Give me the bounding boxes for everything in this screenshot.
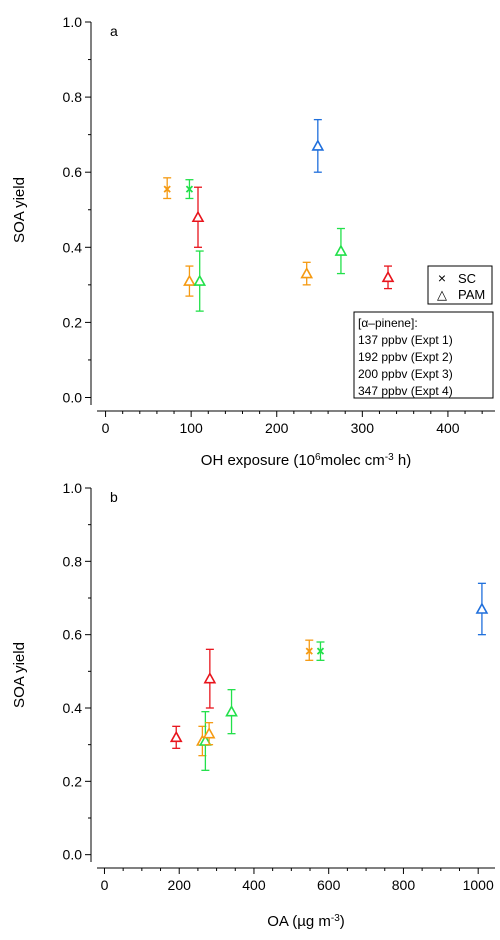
- y-tick-label: 0.6: [63, 627, 83, 643]
- data-point-sc-stroke: [163, 185, 171, 193]
- y-tick-label: 1.0: [63, 14, 83, 30]
- legend-markers-box: [427, 265, 493, 305]
- legend-label-sc: SC: [458, 271, 476, 286]
- legend-item-expt-2: 192 ppbv (Expt 2): [358, 350, 453, 364]
- legend-markers: × SC △ PAM: [427, 265, 493, 305]
- data-point-pam: [300, 266, 314, 279]
- legend-symbol-sc: ×: [438, 270, 446, 286]
- data-point-sc: [163, 185, 171, 193]
- y-tick-label: 0.0: [63, 847, 83, 863]
- data-point-pam: [203, 672, 217, 684]
- legend-experiments: [α–pinene]: 137 ppbv (Expt 1) 192 ppbv (…: [353, 311, 494, 399]
- legend-item-expt-4: 347 ppbv (Expt 4): [358, 384, 453, 398]
- data-point-pam: [193, 274, 207, 286]
- y-tick-label: 0.2: [63, 773, 83, 789]
- y-axis-title: SOA yield: [11, 177, 28, 243]
- legend-item-expt-1: 137 ppbv (Expt 1): [358, 333, 453, 347]
- data-point-pam: [225, 705, 238, 717]
- y-tick-label: 0.0: [63, 389, 83, 405]
- data-point-sc-stroke: [185, 185, 194, 193]
- legend-item-expt-3: 200 ppbv (Expt 3): [358, 367, 453, 381]
- data-point-pam: [169, 730, 183, 743]
- data-point-sc: [185, 185, 194, 193]
- y-tick-label: 0.6: [63, 164, 83, 180]
- legend-label-pam: PAM: [458, 287, 485, 302]
- x-tick-label: 600: [317, 877, 341, 893]
- panel-a: 0.0 0.2 0.4 0.6 0.8 1.0 0 100 200 300 400 SOA yield…: [11, 14, 495, 469]
- x-tick-label: 0: [102, 420, 110, 436]
- x-tick-label: 400: [242, 877, 266, 893]
- x-tick-label: 1000: [463, 877, 494, 893]
- y-tick-label: 0.8: [63, 89, 83, 105]
- data-point-sc-stroke: [316, 647, 325, 655]
- panel-label: a: [110, 23, 118, 39]
- data-point-sc: [316, 647, 325, 655]
- legend-experiments-title: [α–pinene]:: [358, 316, 418, 330]
- x-tick-label: 0: [101, 877, 109, 893]
- x-tick-label: 200: [168, 877, 192, 893]
- y-axis-title: SOA yield: [11, 642, 28, 708]
- y-tick-label: 0.4: [63, 239, 83, 255]
- x-tick-label: 100: [179, 420, 203, 436]
- data-point-sc-stroke: [305, 647, 313, 655]
- data-point-sc: [305, 647, 313, 655]
- data-point-pam: [183, 274, 196, 286]
- panel-b: 0.0 0.2 0.4 0.6 0.8 1.0 0 200 400 600 800 1000 SOA y…: [11, 480, 495, 930]
- y-tick-label: 0.4: [63, 700, 83, 716]
- x-tick-label: 300: [351, 420, 375, 436]
- panel-label: b: [110, 489, 118, 505]
- y-tick-label: 0.2: [63, 314, 83, 330]
- x-axis-title: OA (µg m-3): [267, 913, 345, 931]
- y-tick-label: 0.8: [63, 553, 83, 569]
- data-point-pam: [311, 139, 325, 151]
- data-point-pam: [475, 602, 489, 614]
- x-tick-label: 800: [392, 877, 416, 893]
- x-tick-label: 400: [436, 420, 460, 436]
- x-tick-label: 200: [265, 420, 289, 436]
- legend-experiments-box: [353, 311, 494, 399]
- legend-symbol-pam: △: [437, 287, 447, 302]
- data-point-pam: [334, 244, 348, 256]
- data-point-pam: [202, 727, 216, 739]
- data-point-pam: [191, 210, 205, 223]
- x-axis-title: OH exposure (106molec cm-3 h): [201, 452, 411, 470]
- data-point-pam: [381, 270, 395, 283]
- y-tick-label: 1.0: [63, 480, 83, 496]
